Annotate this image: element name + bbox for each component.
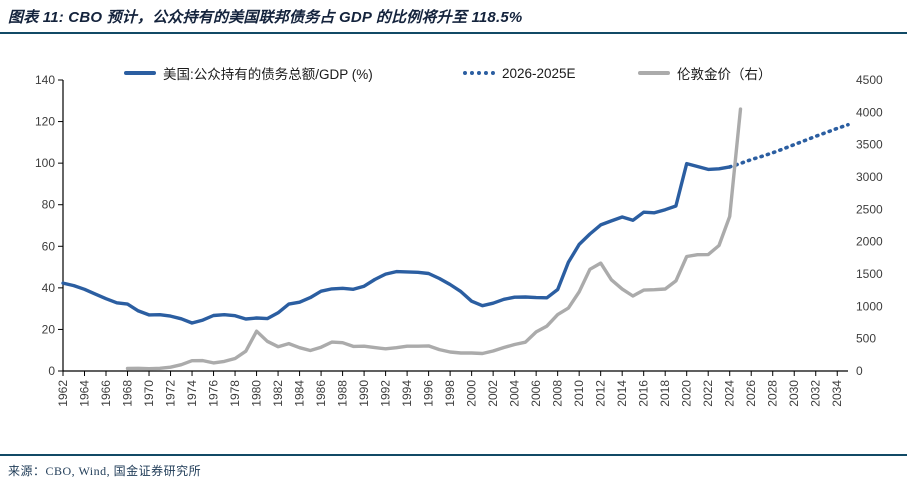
svg-text:1984: 1984 [293, 380, 307, 407]
svg-text:1964: 1964 [78, 380, 92, 407]
legend-label-debt: 美国:公众持有的债务总额/GDP (%) [163, 67, 373, 82]
svg-text:1992: 1992 [379, 380, 393, 407]
svg-text:2026: 2026 [744, 380, 758, 407]
source-text: 来源：CBO, Wind, 国金证券研究所 [8, 464, 202, 478]
svg-text:1000: 1000 [856, 299, 883, 313]
svg-text:4000: 4000 [856, 105, 883, 119]
svg-text:3500: 3500 [856, 138, 883, 152]
svg-text:2004: 2004 [508, 380, 522, 407]
svg-text:1972: 1972 [164, 380, 178, 407]
svg-text:4500: 4500 [856, 73, 883, 87]
svg-text:1996: 1996 [422, 380, 436, 407]
svg-text:2012: 2012 [594, 380, 608, 407]
gray-line-swatch-icon [638, 71, 670, 75]
svg-text:2024: 2024 [723, 380, 737, 407]
svg-text:2008: 2008 [551, 380, 565, 407]
svg-text:2014: 2014 [615, 380, 629, 407]
footer-rule [0, 454, 907, 456]
svg-text:1988: 1988 [336, 380, 350, 407]
svg-text:1500: 1500 [856, 267, 883, 281]
solid-line-swatch-icon [124, 71, 156, 75]
svg-text:1962: 1962 [56, 380, 70, 407]
svg-text:20: 20 [42, 322, 56, 336]
svg-text:60: 60 [42, 239, 56, 253]
legend-label-gold: 伦敦金价（右） [677, 67, 772, 82]
svg-text:1980: 1980 [250, 380, 264, 407]
svg-text:2000: 2000 [856, 235, 883, 249]
svg-text:0: 0 [856, 364, 863, 378]
svg-text:1986: 1986 [314, 380, 328, 407]
svg-text:2020: 2020 [680, 380, 694, 407]
svg-text:500: 500 [856, 332, 876, 346]
legend-label-projection: 2026-2025E [502, 65, 576, 81]
svg-text:1994: 1994 [400, 380, 414, 407]
svg-text:2032: 2032 [809, 380, 823, 407]
svg-text:2028: 2028 [766, 380, 780, 407]
legend-item-projection: 2026-2025E [463, 64, 576, 82]
svg-text:0: 0 [48, 364, 55, 378]
svg-text:140: 140 [35, 73, 55, 87]
svg-text:1968: 1968 [121, 380, 135, 407]
svg-text:1966: 1966 [99, 380, 113, 407]
svg-text:1976: 1976 [207, 380, 221, 407]
title-rule [0, 32, 907, 34]
dotted-line-swatch-icon [463, 71, 495, 75]
svg-text:1974: 1974 [185, 380, 199, 407]
svg-text:2006: 2006 [529, 380, 543, 407]
svg-text:120: 120 [35, 115, 55, 129]
svg-text:1998: 1998 [443, 380, 457, 407]
svg-text:2016: 2016 [637, 380, 651, 407]
svg-text:2010: 2010 [572, 380, 586, 407]
legend-item-debt: 美国:公众持有的债务总额/GDP (%) [124, 64, 373, 82]
svg-text:1982: 1982 [271, 380, 285, 407]
svg-text:2002: 2002 [486, 380, 500, 407]
svg-text:80: 80 [42, 198, 56, 212]
line-chart-svg: 0 20 40 60 80 100 120 140 0 500 1000 1500 2000 2500 30… [35, 73, 883, 407]
svg-text:2018: 2018 [658, 380, 672, 407]
svg-text:1970: 1970 [142, 380, 156, 407]
svg-text:100: 100 [35, 156, 55, 170]
svg-text:2034: 2034 [830, 380, 844, 407]
svg-text:2022: 2022 [701, 380, 715, 407]
svg-text:2500: 2500 [856, 202, 883, 216]
svg-text:1978: 1978 [228, 380, 242, 407]
svg-text:3000: 3000 [856, 170, 883, 184]
svg-text:2000: 2000 [465, 380, 479, 407]
svg-text:1990: 1990 [357, 380, 371, 407]
svg-text:40: 40 [42, 281, 56, 295]
svg-text:2030: 2030 [787, 380, 801, 407]
legend-item-gold: 伦敦金价（右） [638, 64, 772, 82]
chart-title: 图表 11: CBO 预计，公众持有的美国联邦债务占 GDP 的比例将升至 11… [8, 9, 523, 26]
